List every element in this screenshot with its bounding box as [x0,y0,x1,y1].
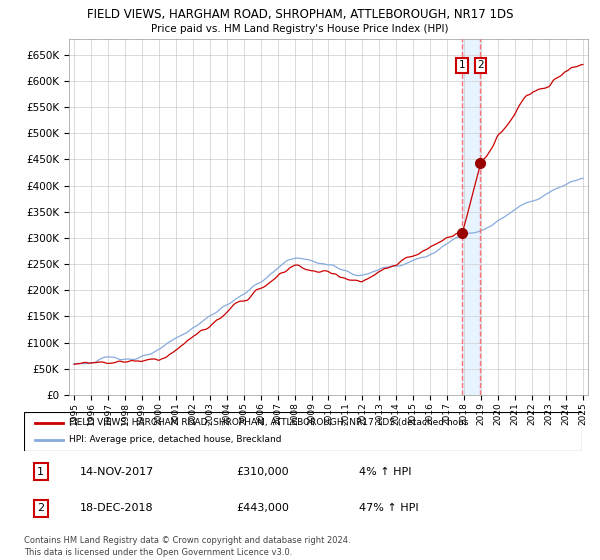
Text: 1: 1 [459,60,466,71]
Text: Contains HM Land Registry data © Crown copyright and database right 2024.
This d: Contains HM Land Registry data © Crown c… [24,536,350,557]
Text: FIELD VIEWS, HARGHAM ROAD, SHROPHAM, ATTLEBOROUGH, NR17 1DS: FIELD VIEWS, HARGHAM ROAD, SHROPHAM, ATT… [87,8,513,21]
Text: Price paid vs. HM Land Registry's House Price Index (HPI): Price paid vs. HM Land Registry's House … [151,24,449,34]
Text: HPI: Average price, detached house, Breckland: HPI: Average price, detached house, Brec… [68,435,281,444]
Text: 2: 2 [477,60,484,71]
Text: 2: 2 [37,503,44,513]
Text: 4% ↑ HPI: 4% ↑ HPI [359,467,412,477]
Text: 1: 1 [37,467,44,477]
Text: FIELD VIEWS, HARGHAM ROAD, SHROPHAM, ATTLEBOROUGH, NR17 1DS (detached hous: FIELD VIEWS, HARGHAM ROAD, SHROPHAM, ATT… [68,418,468,427]
Text: 18-DEC-2018: 18-DEC-2018 [80,503,154,513]
Text: £443,000: £443,000 [236,503,289,513]
Text: £310,000: £310,000 [236,467,289,477]
Text: 14-NOV-2017: 14-NOV-2017 [80,467,154,477]
Bar [462,39,481,395]
Text: 47% ↑ HPI: 47% ↑ HPI [359,503,418,513]
